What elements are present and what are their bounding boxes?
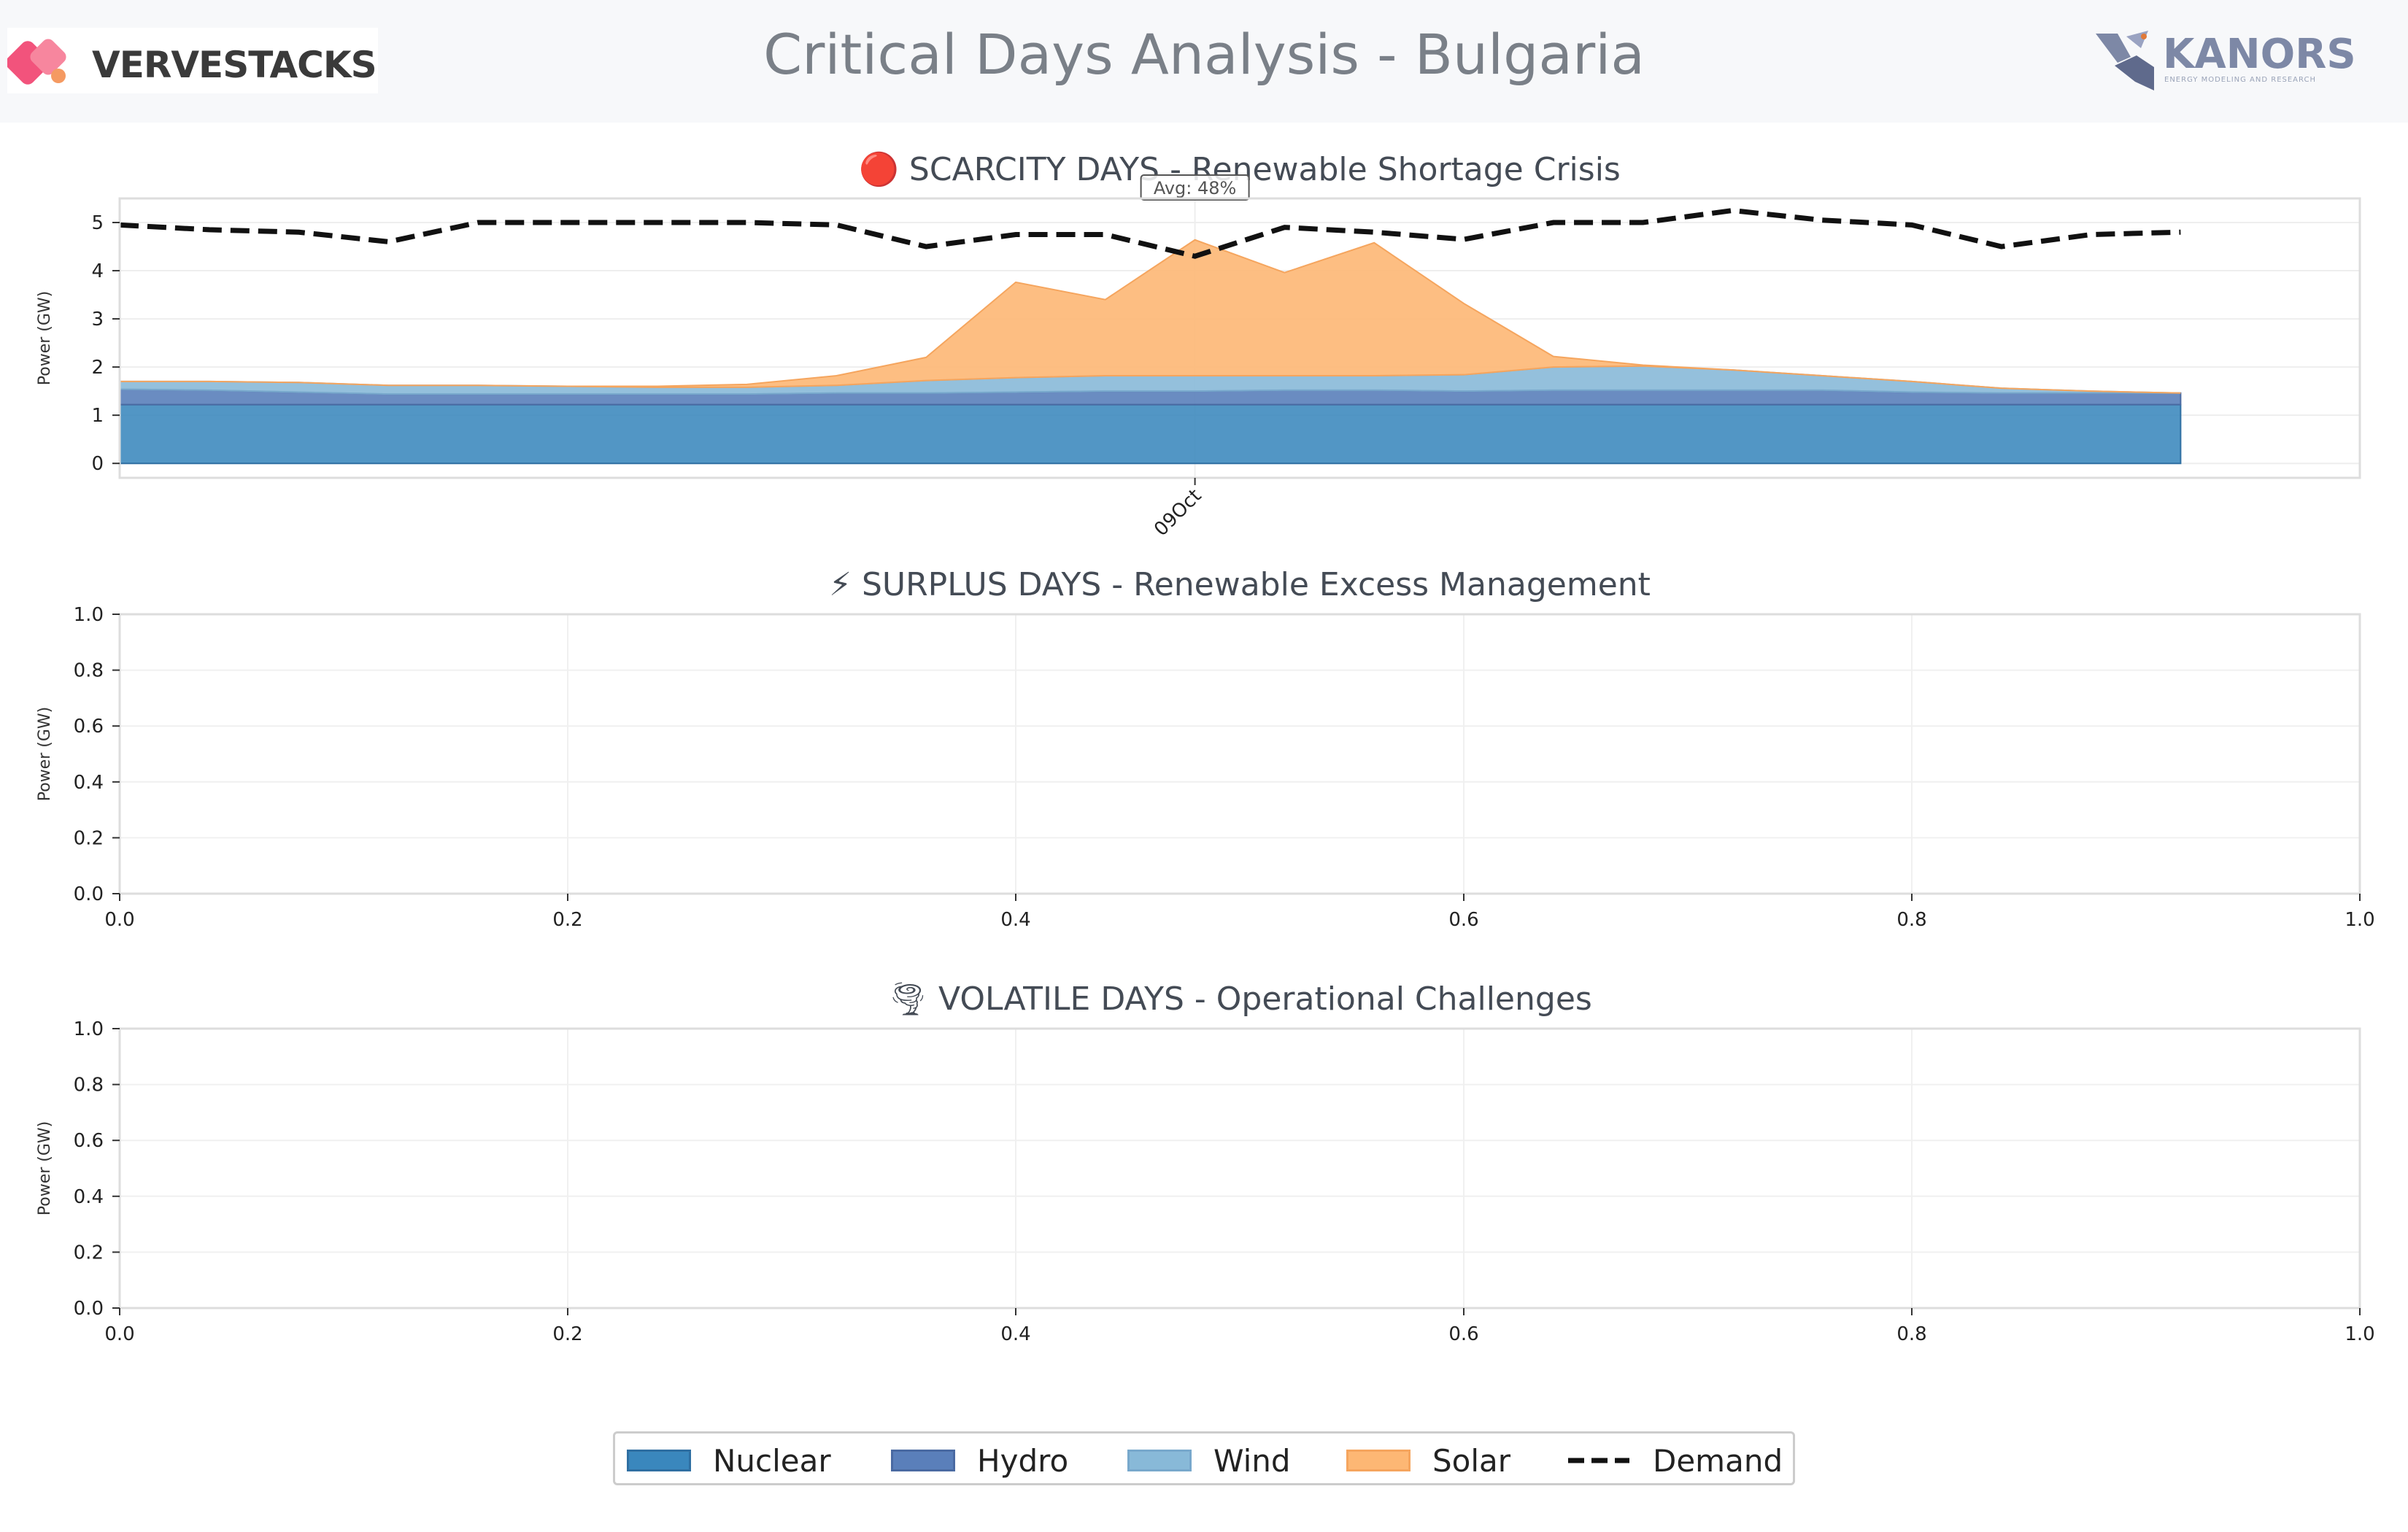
panel-title: 🌪 VOLATILE DAYS - Operational Challenges [887,980,1592,1018]
x-tick-label: 0.6 [1448,909,1478,931]
y-tick-label: 0.0 [74,1298,104,1320]
y-tick-label: 2 [91,357,104,379]
header-bar: VERVESTACKS Critical Days Analysis - Bul… [0,0,2408,123]
legend-swatch [627,1450,691,1471]
x-tick-label: 0.2 [552,909,582,931]
x-tick-label: 0.2 [552,1323,582,1345]
x-tick-label: 0.4 [1000,1323,1030,1345]
vervestacks-logo-text: VERVESTACKS [92,44,377,86]
y-tick-label: 1 [91,405,104,427]
nuclear-area [119,403,2182,465]
page-title: Critical Days Analysis - Bulgaria [763,22,1645,87]
plot-frame [118,197,2361,479]
y-tick-label: 0.2 [74,827,104,849]
kanors-logo-subtitle: ENERGY MODELING AND RESEARCH [2164,76,2316,84]
y-tick-label: 0 [91,453,104,475]
x-tick-label: 0.0 [104,909,134,931]
annotation-text: Avg: 48% [1154,178,1237,198]
x-tick-label: 09Oct [1150,485,1205,541]
x-tick-label: 0.8 [1896,1323,1926,1345]
legend-dash-swatch [1568,1458,1629,1463]
x-tick-label: 0.8 [1896,909,1926,931]
plot-frame [118,1027,2361,1309]
plot-frame [118,613,2361,895]
y-tick-label: 5 [91,212,104,234]
x-tick-label: 1.0 [2345,909,2374,931]
legend-label: Nuclear [713,1442,831,1479]
x-tick-label: 0.6 [1448,1323,1478,1345]
legend: Nuclear Hydro Wind Solar Demand [613,1431,1795,1485]
legend-item-hydro: Hydro [891,1434,1068,1487]
y-tick-label: 0.2 [74,1242,104,1264]
y-tick-label: 1.0 [74,1018,104,1040]
y-tick-label: 0.4 [74,772,104,794]
vervestacks-logo: VERVESTACKS [6,28,378,93]
y-tick-label: 4 [91,260,104,282]
y-tick-label: 3 [91,309,104,330]
y-tick-label: 0.8 [74,660,104,682]
legend-swatch [1346,1450,1411,1471]
y-tick-label: 0.8 [74,1075,104,1096]
y-axis-label: Power (GW) [36,707,54,801]
demand-line [119,207,2181,259]
legend-item-wind: Wind [1127,1434,1291,1487]
y-tick-label: 0.4 [74,1186,104,1208]
legend-swatch [1127,1450,1192,1471]
legend-swatch [891,1450,955,1471]
legend-item-nuclear: Nuclear [627,1434,831,1487]
legend-item-demand: Demand [1567,1434,1783,1487]
solar-area [120,239,2181,394]
x-tick-label: 0.4 [1000,909,1030,931]
kanors-logo-icon [2096,31,2154,90]
vervestacks-logo-icon [6,39,66,85]
y-tick-label: 1.0 [74,604,104,626]
kanors-logo: KANORS ENERGY MODELING AND RESEARCH [2093,29,2356,95]
y-axis-label: Power (GW) [36,291,54,385]
annotation-box [1140,174,1250,201]
x-tick-label: 0.0 [104,1323,134,1345]
legend-label: Hydro [977,1442,1069,1479]
y-tick-label: 0.6 [74,716,104,738]
x-tick-label: 1.0 [2345,1323,2374,1345]
legend-label: Wind [1213,1442,1291,1479]
y-tick-label: 0.6 [74,1130,104,1152]
y-tick-label: 0.0 [74,883,104,905]
kanors-logo-text: KANORS [2163,31,2356,78]
y-axis-label: Power (GW) [36,1121,54,1215]
panel-title: ⚡ SURPLUS DAYS - Renewable Excess Manage… [829,566,1651,603]
legend-label: Demand [1653,1442,1783,1479]
legend-item-solar: Solar [1346,1434,1510,1487]
legend-label: Solar [1432,1442,1511,1479]
